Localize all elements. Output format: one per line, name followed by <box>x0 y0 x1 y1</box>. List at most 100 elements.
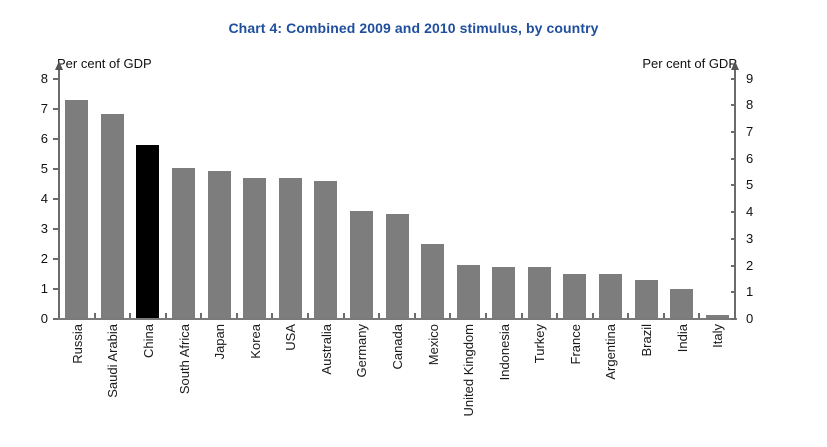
right-axis-tick <box>731 131 736 133</box>
right-axis-tick <box>731 184 736 186</box>
left-axis-arrow-icon <box>55 61 63 70</box>
left-axis-tick <box>53 108 58 110</box>
right-axis-tick-label-1: 1 <box>746 284 754 299</box>
x-axis-tick <box>236 313 238 318</box>
right-axis-tick-label-4: 4 <box>746 204 754 219</box>
left-axis-tick-label-3: 3 <box>40 221 48 236</box>
left-axis-tick <box>53 78 58 80</box>
bar-italy <box>706 315 729 318</box>
x-axis-tick <box>307 313 309 318</box>
chart-title: Chart 4: Combined 2009 and 2010 stimulus… <box>228 20 599 36</box>
left-axis-tick-label-8: 8 <box>40 71 48 86</box>
left-axis-tick-label-1: 1 <box>40 281 48 296</box>
bar-saudi-arabia <box>101 114 124 318</box>
right-axis-unit-label: Per cent of GDP <box>642 56 737 71</box>
bar-india <box>670 289 693 318</box>
left-axis-tick <box>53 168 58 170</box>
x-label-india: India <box>675 324 690 353</box>
x-label-china: China <box>141 324 156 358</box>
bar-united-kingdom <box>457 265 480 318</box>
x-axis-tick <box>200 313 202 318</box>
bar-canada <box>386 214 409 318</box>
x-label-usa: USA <box>283 324 298 351</box>
bar-russia <box>65 100 88 318</box>
bar-usa <box>279 178 302 318</box>
x-label-argentina: Argentina <box>603 324 618 380</box>
left-axis-tick <box>53 258 58 260</box>
left-axis-tick <box>53 318 58 320</box>
x-axis-tick <box>627 313 629 318</box>
x-axis-tick <box>698 313 700 318</box>
right-axis-tick-label-7: 7 <box>746 124 754 139</box>
x-label-united-kingdom: United Kingdom <box>461 324 476 417</box>
x-axis-tick <box>592 313 594 318</box>
x-axis-tick <box>449 313 451 318</box>
x-label-france: France <box>568 324 583 365</box>
bar-south-africa <box>172 168 195 318</box>
left-axis-line <box>58 70 60 319</box>
right-axis-tick <box>731 291 736 293</box>
left-axis-tick <box>53 228 58 230</box>
right-axis-tick <box>731 318 736 320</box>
right-axis-tick <box>731 211 736 213</box>
bar-australia <box>314 181 337 318</box>
right-axis-tick-label-8: 8 <box>746 97 754 112</box>
left-axis-tick-label-0: 0 <box>40 311 48 326</box>
x-label-canada: Canada <box>390 324 405 370</box>
x-label-south-africa: South Africa <box>177 324 192 395</box>
right-axis-tick-label-6: 6 <box>746 151 754 166</box>
right-axis-tick-label-2: 2 <box>746 258 754 273</box>
right-axis-tick <box>731 265 736 267</box>
right-axis-arrow-icon <box>731 61 739 70</box>
x-axis-tick <box>378 313 380 318</box>
right-axis-line <box>734 70 736 319</box>
x-axis-tick <box>343 313 345 318</box>
x-label-brazil: Brazil <box>639 324 654 357</box>
x-label-mexico: Mexico <box>426 324 441 366</box>
right-axis-tick-label-3: 3 <box>746 231 754 246</box>
right-axis-tick <box>731 158 736 160</box>
x-label-indonesia: Indonesia <box>497 324 512 381</box>
left-axis-tick-label-7: 7 <box>40 101 48 116</box>
left-axis-tick <box>53 138 58 140</box>
bar-mexico <box>421 244 444 318</box>
x-label-australia: Australia <box>319 324 334 375</box>
bar-brazil <box>635 280 658 318</box>
bar-turkey <box>528 267 551 318</box>
x-axis-tick <box>94 313 96 318</box>
left-axis-unit-label: Per cent of GDP <box>57 56 152 71</box>
right-axis-tick-label-5: 5 <box>746 177 754 192</box>
left-axis-tick <box>53 198 58 200</box>
right-axis-tick <box>731 238 736 240</box>
x-axis-tick <box>521 313 523 318</box>
x-axis-tick <box>271 313 273 318</box>
x-axis-tick <box>414 313 416 318</box>
x-label-japan: Japan <box>212 324 227 360</box>
x-axis-tick <box>165 313 167 318</box>
bar-germany <box>350 211 373 318</box>
x-axis-tick <box>556 313 558 318</box>
x-axis-tick <box>663 313 665 318</box>
right-axis-tick-label-0: 0 <box>746 311 754 326</box>
right-axis-tick-label-9: 9 <box>746 71 754 86</box>
bar-indonesia <box>492 267 515 318</box>
x-axis-line <box>58 318 737 320</box>
left-axis-tick-label-6: 6 <box>40 131 48 146</box>
left-axis-tick <box>53 288 58 290</box>
x-label-korea: Korea <box>248 324 263 359</box>
bar-china <box>136 145 159 318</box>
bar-france <box>563 274 586 318</box>
right-axis-tick <box>731 104 736 106</box>
x-axis-tick <box>485 313 487 318</box>
x-label-saudi-arabia: Saudi Arabia <box>105 324 120 398</box>
x-axis-tick <box>129 313 131 318</box>
x-label-italy: Italy <box>710 324 725 348</box>
bar-argentina <box>599 274 622 318</box>
left-axis-tick-label-2: 2 <box>40 251 48 266</box>
left-axis-tick-label-5: 5 <box>40 161 48 176</box>
right-axis-tick <box>731 78 736 80</box>
left-axis-tick-label-4: 4 <box>40 191 48 206</box>
x-label-germany: Germany <box>354 324 369 378</box>
bar-japan <box>208 171 231 318</box>
